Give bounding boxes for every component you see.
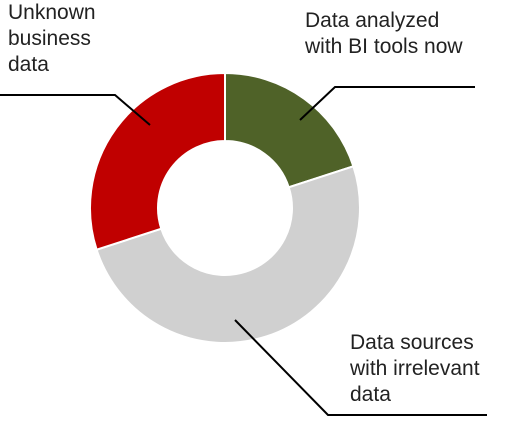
leader-line <box>234 319 487 416</box>
leader-line <box>299 86 475 121</box>
donut-slice <box>95 165 361 344</box>
donut-slice <box>224 71 355 189</box>
donut-slice <box>89 71 226 251</box>
slice-label: Data sources with irrelevant data <box>350 331 480 406</box>
slice-label: Unknown business data <box>8 1 96 76</box>
slice-label: Data analyzed with BI tools now <box>305 9 463 58</box>
leader-line <box>0 94 151 126</box>
